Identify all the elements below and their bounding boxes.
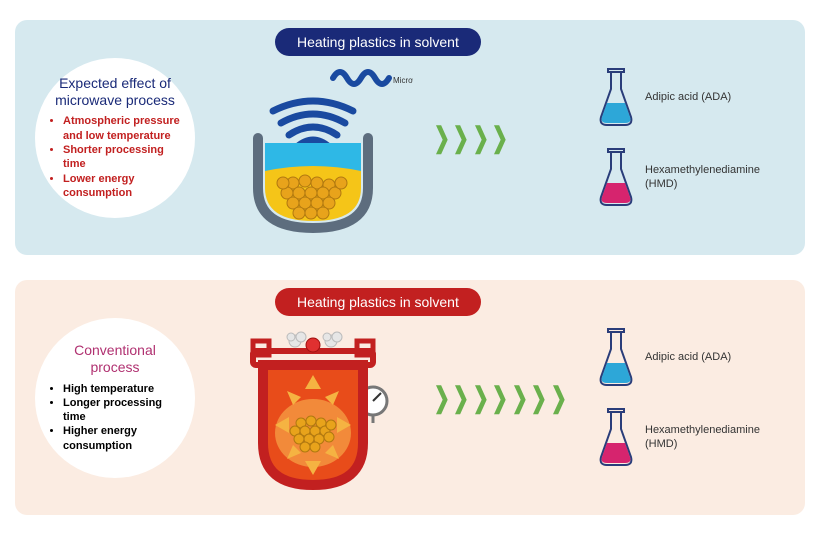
chevron-right-icon: ❯ — [511, 381, 523, 414]
chevron-right-icon: ❯ — [453, 381, 465, 414]
conventional-process-panel: Heating plastics in solvent Conventional… — [15, 280, 805, 515]
bullet-item: Longer processing time — [63, 396, 181, 425]
open-vessel-icon — [258, 138, 368, 228]
chevron-right-icon: ❯ — [550, 381, 562, 414]
flask-row: Hexamethylenediamine (HMD) — [595, 147, 785, 209]
bullet-item: Lower energy consumption — [63, 172, 181, 201]
microwave-label: Microwave — [393, 76, 413, 85]
microwave-bullet-list: Atmospheric pressure and low temperature… — [49, 114, 181, 200]
radiation-waves-icon — [273, 101, 353, 147]
pressure-reactor-illustration — [213, 303, 413, 493]
flask-icon — [595, 67, 637, 129]
microwave-process-panel: Heating plastics in solvent Expected eff… — [15, 20, 805, 255]
bullet-item: High temperature — [63, 382, 181, 396]
output-flasks-bottom: Adipic acid (ADA) Hexamethylenediamine (… — [595, 327, 785, 469]
bullet-item: Shorter processing time — [63, 143, 181, 172]
flask-label: Hexamethylenediamine (HMD) — [645, 424, 785, 450]
flask-icon — [595, 407, 637, 469]
bullet-item: Atmospheric pressure and low temperature — [63, 114, 181, 143]
chevron-right-icon: ❯ — [453, 121, 465, 154]
chevron-right-icon: ❯ — [473, 121, 485, 154]
chevron-right-icon: ❯ — [492, 121, 504, 154]
conventional-panel-header: Heating plastics in solvent — [275, 288, 481, 316]
closed-vessel-icon — [263, 365, 363, 485]
conventional-circle-title: Conventional process — [49, 342, 181, 376]
arrow-chevrons-long: ❯ ❯ ❯ ❯ ❯ ❯ ❯ — [431, 381, 565, 414]
microwave-description-circle: Expected effect of microwave process Atm… — [35, 58, 195, 218]
flask-row: Hexamethylenediamine (HMD) — [595, 407, 785, 469]
flask-label: Adipic acid (ADA) — [645, 91, 731, 104]
chevron-right-icon: ❯ — [531, 381, 543, 414]
arrow-chevrons-short: ❯ ❯ ❯ ❯ — [431, 121, 507, 154]
conventional-bullet-list: High temperature Longer processing time … — [49, 382, 181, 453]
conventional-description-circle: Conventional process High temperature Lo… — [35, 318, 195, 478]
flask-icon — [595, 327, 637, 389]
flask-label: Hexamethylenediamine (HMD) — [645, 164, 785, 190]
flask-row: Adipic acid (ADA) — [595, 67, 785, 129]
microwave-circle-title: Expected effect of microwave process — [49, 75, 181, 109]
flask-icon — [595, 147, 637, 209]
flask-label: Adipic acid (ADA) — [645, 351, 731, 364]
microwave-reactor-illustration: Microwave — [213, 43, 413, 233]
microwave-squiggle-icon: Microwave — [333, 72, 413, 85]
output-flasks-top: Adipic acid (ADA) Hexamethylenediamine (… — [595, 67, 785, 209]
microwave-panel-header: Heating plastics in solvent — [275, 28, 481, 56]
chevron-right-icon: ❯ — [434, 381, 446, 414]
chevron-right-icon: ❯ — [434, 121, 446, 154]
chevron-right-icon: ❯ — [473, 381, 485, 414]
flask-row: Adipic acid (ADA) — [595, 327, 785, 389]
bullet-item: Higher energy consumption — [63, 424, 181, 453]
chevron-right-icon: ❯ — [492, 381, 504, 414]
